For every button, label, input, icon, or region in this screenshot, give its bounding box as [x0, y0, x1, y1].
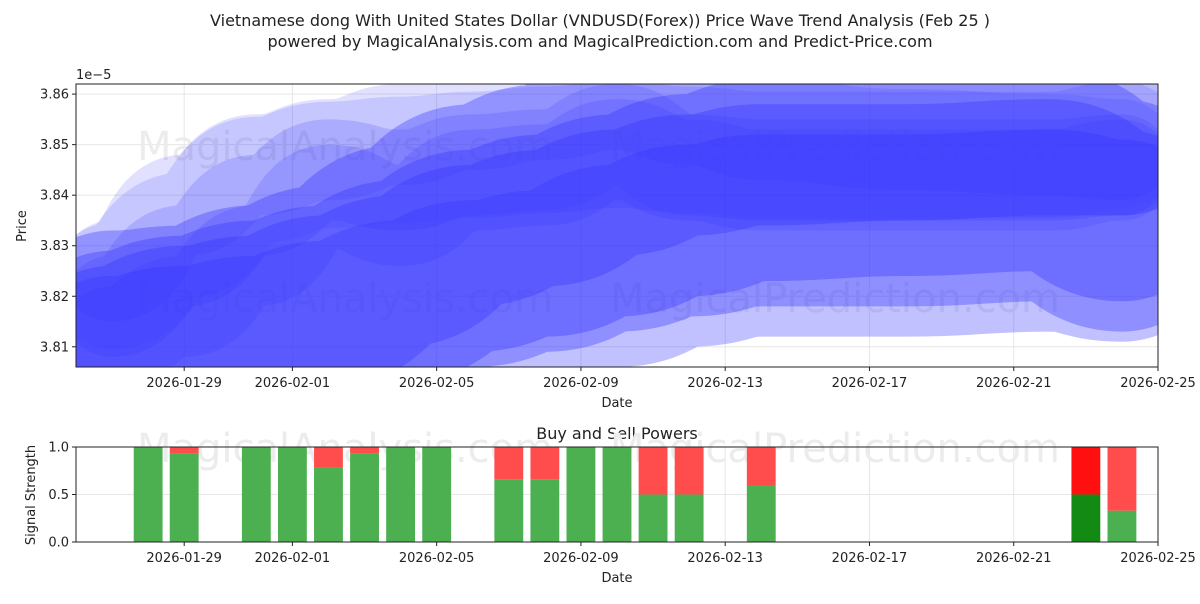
price-x-tick-label: 2026-02-05	[399, 376, 475, 391]
watermark-right-top: MagicalPrediction.com	[610, 124, 1060, 170]
watermark-left-bottom: MagicalAnalysis.com	[137, 426, 553, 472]
buy-bar	[602, 447, 632, 542]
buy-bar	[386, 447, 416, 542]
price-y-tick-label: 3.83	[40, 239, 69, 254]
price-y-tick-label: 3.85	[40, 138, 69, 153]
signal-y-axis-label: Signal Strength	[24, 445, 39, 545]
sell-bar	[1107, 447, 1137, 511]
signal-y-tick-label: 0.0	[48, 536, 69, 551]
buy-bar	[746, 485, 776, 542]
signal-y-tick-label: 1.0	[48, 441, 69, 456]
buy-bar	[133, 447, 163, 542]
price-offset-label: 1e−5	[76, 68, 111, 83]
signal-y-tick-label: 0.5	[48, 488, 69, 503]
signal-x-ticks: 2026-01-29 2026-02-01 2026-02-05 2026-02-09…	[146, 542, 1196, 566]
buy-bar	[566, 447, 596, 542]
signal-x-axis-label: Date	[601, 571, 632, 586]
price-wave-4	[76, 99, 1158, 367]
buy-bar	[241, 447, 271, 542]
price-waves	[76, 84, 1158, 367]
sell-bar	[530, 447, 560, 480]
price-wave-3	[76, 84, 1158, 357]
buy-sell-panel: Buy and Sell Powers MagicalAnalysis.com …	[24, 424, 1196, 586]
price-x-tick-label: 2026-02-25	[1120, 376, 1196, 391]
price-wave-5	[76, 84, 1158, 367]
buy-bar	[422, 447, 452, 542]
sell-bar	[674, 447, 704, 495]
signal-bars	[133, 447, 1137, 542]
signal-x-tick-label: 2026-01-29	[146, 551, 222, 566]
price-x-tick-label: 2026-02-17	[832, 376, 908, 391]
buy-bar	[674, 494, 704, 542]
price-x-tick-label: 2026-02-01	[255, 376, 331, 391]
price-x-axis-label: Date	[601, 396, 632, 411]
price-wave-7	[76, 99, 1158, 367]
price-x-tick-label: 2026-02-21	[976, 376, 1052, 391]
price-y-tick-label: 3.81	[40, 340, 69, 355]
price-x-ticks: 2026-01-29 2026-02-01 2026-02-05 2026-02-09…	[146, 367, 1196, 391]
buy-bar	[277, 447, 307, 542]
sell-bar	[350, 447, 379, 454]
price-y-axis-label: Price	[15, 210, 30, 242]
price-wave-6	[76, 84, 1158, 367]
sell-bar	[494, 447, 524, 480]
signal-x-tick-label: 2026-02-13	[687, 551, 763, 566]
price-x-tick-label: 2026-02-13	[687, 376, 763, 391]
buy-bar	[530, 479, 560, 542]
buy-bar	[638, 494, 668, 542]
price-grid	[76, 84, 1159, 367]
buy-bar	[494, 479, 524, 542]
signal-x-tick-label: 2026-02-05	[399, 551, 475, 566]
signal-y-ticks: 0.0 0.5 1.0	[48, 441, 76, 551]
sell-bar	[638, 447, 668, 495]
price-x-tick-label: 2026-02-09	[543, 376, 619, 391]
buy-bar	[1107, 510, 1137, 542]
price-wave-group	[76, 84, 1158, 367]
price-wave-2	[76, 84, 1158, 322]
signal-x-tick-label: 2026-02-21	[976, 551, 1052, 566]
price-wave-panel: MagicalAnalysis.com MagicalPrediction.co…	[15, 68, 1196, 411]
buy-bar	[314, 467, 343, 542]
watermark-left-mid: MagicalAnalysis.com	[137, 276, 553, 322]
watermark-right-mid: MagicalPrediction.com	[610, 276, 1060, 322]
buy-bar	[350, 453, 379, 542]
chart-title-line2: powered by MagicalAnalysis.com and Magic…	[267, 32, 932, 51]
price-y-tick-label: 3.86	[40, 88, 69, 103]
buy-bar	[169, 453, 199, 542]
sell-bar	[314, 447, 343, 468]
sell-bar	[746, 447, 776, 485]
buy-bar	[1071, 494, 1101, 542]
price-y-ticks: 3.81 3.82 3.83 3.84 3.85 3.86	[40, 88, 76, 355]
signal-x-tick-label: 2026-02-01	[255, 551, 331, 566]
price-y-tick-label: 3.82	[40, 290, 69, 305]
watermark-left-top: MagicalAnalysis.com	[137, 124, 553, 170]
price-x-tick-label: 2026-01-29	[146, 376, 222, 391]
sell-bar	[1071, 447, 1101, 495]
signal-x-tick-label: 2026-02-09	[543, 551, 619, 566]
signal-x-tick-label: 2026-02-17	[832, 551, 908, 566]
price-wave-8	[76, 129, 1158, 367]
price-axes-frame	[75, 83, 1159, 368]
signal-x-tick-label: 2026-02-25	[1120, 551, 1196, 566]
buy-sell-title: Buy and Sell Powers	[536, 424, 698, 443]
sell-bar	[169, 447, 199, 454]
chart-title-line1: Vietnamese dong With United States Dolla…	[210, 11, 990, 30]
price-y-tick-label: 3.84	[40, 189, 69, 204]
price-wave-1	[76, 84, 1158, 350]
